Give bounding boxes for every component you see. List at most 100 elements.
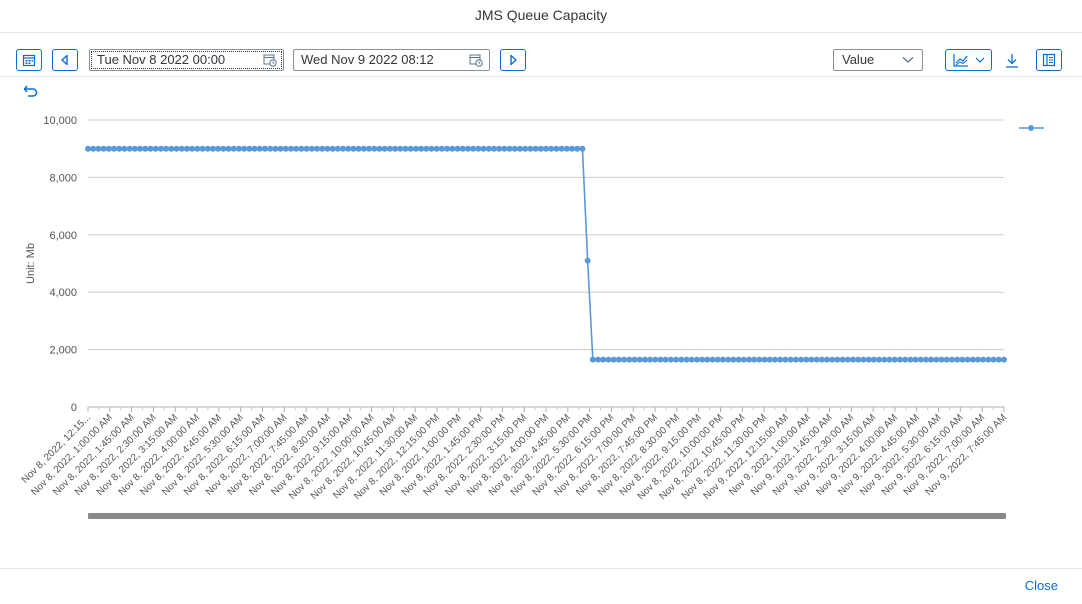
data-point — [220, 145, 227, 152]
data-point — [459, 145, 466, 152]
data-point — [511, 145, 518, 152]
legend-marker — [1028, 125, 1034, 131]
data-point — [959, 356, 966, 363]
data-point — [652, 356, 659, 363]
undo-icon — [23, 85, 38, 97]
data-point — [995, 356, 1002, 363]
data-point — [267, 145, 274, 152]
data-point — [412, 145, 419, 152]
data-point — [938, 356, 945, 363]
data-point — [350, 145, 357, 152]
date-picker-icon[interactable] — [469, 53, 483, 67]
data-point — [90, 145, 97, 152]
data-point — [345, 145, 352, 152]
data-point — [397, 145, 404, 152]
y-tick-label: 10,000 — [43, 115, 77, 127]
data-point — [704, 356, 711, 363]
data-point — [506, 145, 513, 152]
data-point — [204, 145, 211, 152]
data-point — [392, 145, 399, 152]
data-point — [209, 145, 216, 152]
data-point — [287, 145, 294, 152]
previous-period-button[interactable] — [52, 49, 78, 71]
start-date-input[interactable]: Tue Nov 8 2022 00:00 — [89, 49, 284, 71]
data-point — [121, 145, 128, 152]
data-point — [303, 145, 310, 152]
date-picker-icon[interactable] — [263, 53, 277, 67]
data-point — [371, 145, 378, 152]
data-point — [563, 145, 570, 152]
data-point — [553, 145, 560, 152]
data-point — [251, 145, 258, 152]
data-point — [912, 356, 919, 363]
data-point — [683, 356, 690, 363]
data-point — [173, 145, 180, 152]
data-point — [319, 145, 326, 152]
data-point — [298, 145, 305, 152]
data-point — [527, 145, 534, 152]
data-point — [402, 145, 409, 152]
data-point — [860, 356, 867, 363]
data-point — [381, 145, 388, 152]
chart-scrollbar[interactable] — [88, 513, 1006, 519]
data-point — [605, 356, 612, 363]
data-point — [896, 356, 903, 363]
arrow-right-icon — [510, 54, 517, 66]
data-point — [699, 356, 706, 363]
data-point — [709, 356, 716, 363]
data-point — [933, 356, 940, 363]
data-point — [85, 145, 91, 152]
data-point — [548, 145, 555, 152]
data-point — [95, 145, 102, 152]
close-button[interactable]: Close — [1024, 578, 1058, 593]
data-point — [157, 145, 164, 152]
data-point — [543, 145, 549, 152]
data-point — [490, 145, 497, 152]
download-icon — [1006, 54, 1018, 68]
data-point — [329, 145, 336, 152]
data-point — [948, 356, 955, 363]
data-point — [865, 356, 872, 363]
data-point — [969, 356, 976, 363]
data-point — [189, 145, 196, 152]
y-tick-label: 4,000 — [49, 287, 77, 299]
data-point — [693, 356, 700, 363]
data-point — [147, 145, 154, 152]
data-point — [142, 145, 149, 152]
data-point — [792, 356, 799, 363]
data-point — [787, 356, 794, 363]
data-point — [626, 356, 633, 363]
data-point — [501, 145, 508, 152]
data-point — [470, 145, 477, 152]
data-point — [667, 356, 674, 363]
data-point — [496, 145, 503, 152]
undo-zoom-button[interactable] — [22, 82, 40, 100]
data-point — [647, 356, 654, 363]
data-point — [334, 145, 341, 152]
data-point — [137, 145, 144, 152]
data-point — [324, 145, 331, 152]
data-point — [844, 356, 851, 363]
next-period-button[interactable] — [500, 49, 526, 71]
download-button[interactable] — [1003, 53, 1021, 69]
data-point — [480, 145, 487, 152]
data-point — [839, 356, 846, 363]
data-point — [183, 145, 190, 152]
legend-toggle-button[interactable] — [1036, 49, 1062, 71]
data-point — [235, 145, 242, 152]
data-point — [366, 145, 373, 152]
data-point — [829, 356, 836, 363]
data-point — [152, 145, 159, 152]
chart-type-button[interactable] — [945, 49, 992, 71]
data-point — [584, 257, 591, 264]
data-point — [595, 356, 602, 363]
legend-icon — [1042, 53, 1056, 67]
calendar-button[interactable] — [16, 49, 42, 71]
chevron-down-icon — [902, 57, 914, 63]
line-chart-icon — [952, 54, 968, 67]
value-select[interactable]: Value — [833, 49, 923, 71]
data-point — [282, 145, 289, 152]
end-date-input[interactable]: Wed Nov 9 2022 08:12 — [293, 49, 490, 71]
value-select-label: Value — [842, 52, 875, 67]
data-point — [433, 145, 440, 152]
